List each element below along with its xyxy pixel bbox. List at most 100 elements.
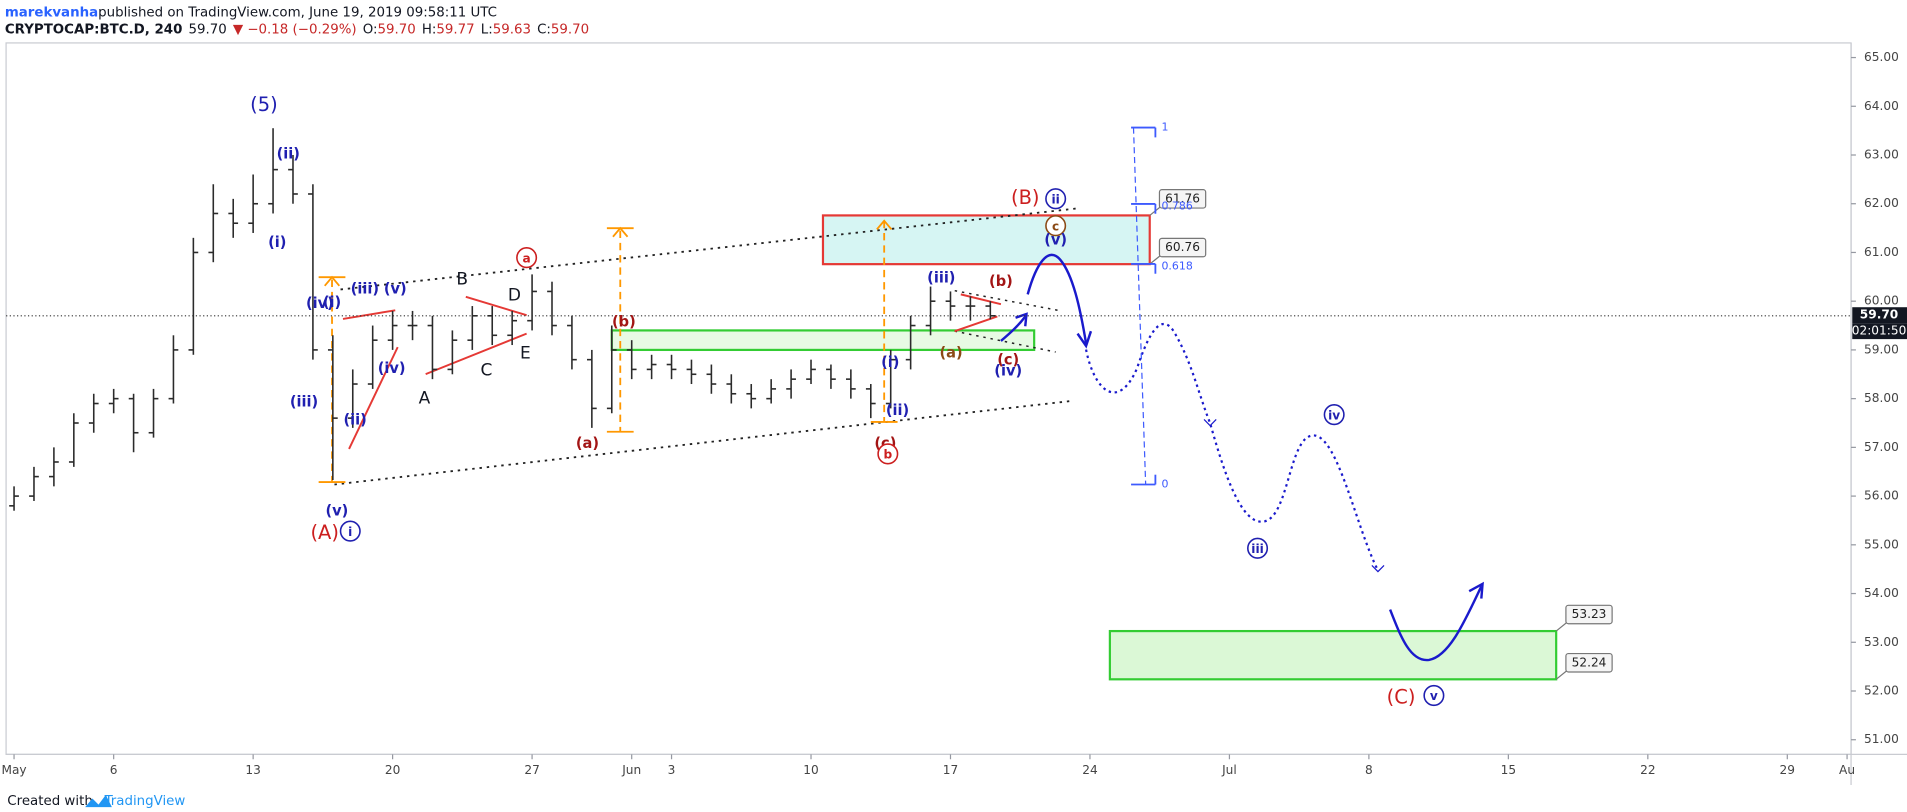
wave-circle [516, 246, 538, 269]
wave-label: (v) [325, 502, 348, 519]
projection [1000, 253, 1484, 662]
x-tick-label: 13 [245, 763, 260, 777]
x-tick-label: 15 [1501, 763, 1516, 777]
wave-label: (C) [1387, 685, 1416, 708]
y-tick-label: 63.00 [1864, 147, 1899, 161]
footer-brand[interactable]: TradingView [104, 794, 186, 809]
bars [9, 128, 996, 511]
y-tick-label: 60.00 [1864, 294, 1899, 308]
y-tick-label: 65.00 [1864, 50, 1899, 64]
legend-part: 59.77 [436, 22, 474, 37]
legend-part: 59.70 [378, 22, 416, 37]
zone [610, 329, 1036, 352]
fib-label: 0 [1161, 477, 1168, 490]
logo [85, 794, 112, 808]
red-lines [342, 293, 1002, 450]
trend-line [954, 289, 1059, 312]
callout-label: 60.76 [1165, 240, 1200, 254]
legend-part: 59.70 [551, 22, 589, 37]
wave-circle [339, 520, 361, 542]
wave-label: a [523, 251, 531, 265]
y-tick-label: 62.00 [1864, 196, 1899, 210]
wave-label: (i) [881, 354, 899, 371]
fib-line [1132, 127, 1147, 485]
wave-label: (v) [1044, 231, 1067, 248]
legend-part: H: [422, 22, 437, 37]
legend-part: L: [481, 22, 493, 37]
y-tick-label: 57.00 [1864, 440, 1899, 454]
x-tick-label: May [1, 763, 26, 777]
wave-label: B [456, 270, 468, 290]
legend-part: 59.70 [188, 22, 226, 37]
x-tick-label: 6 [110, 763, 118, 777]
wave-label: (ii) [343, 412, 366, 429]
x-tick-label: 22 [1640, 763, 1655, 777]
price-tag [1852, 307, 1907, 324]
published: published on TradingView.com, June 19, 2… [98, 5, 497, 20]
callout-box [1565, 604, 1613, 625]
wave-label: (5) [250, 93, 278, 116]
countdown-label: 02:01:50 [1852, 324, 1907, 338]
footer-text: Created with [7, 794, 92, 809]
y-tick-label: 54.00 [1864, 586, 1899, 600]
y-tick-label: 51.00 [1864, 732, 1899, 746]
wave-label: (b) [612, 314, 636, 331]
wave-circle [1045, 188, 1067, 210]
wave-label: (iii) [290, 393, 318, 410]
wave-label: C [481, 360, 493, 380]
zones [610, 214, 1558, 681]
wave-circle [1323, 403, 1345, 426]
wave-label: (ii) [277, 146, 300, 163]
measure-lines [318, 219, 898, 483]
arrow-head [1371, 565, 1385, 573]
wave-label: (i) [268, 234, 286, 251]
wave-label: iii [1251, 542, 1264, 556]
y-tick-label: 58.00 [1864, 391, 1899, 405]
wave-label: ii [1051, 192, 1059, 206]
countdown-tag [1852, 323, 1907, 340]
zone [1108, 629, 1558, 681]
wave-label: (i) [323, 294, 341, 311]
x-tick-label: Au [1839, 763, 1855, 777]
zone [821, 214, 1151, 266]
x-tick-label: 3 [668, 763, 676, 777]
wave-circle [1423, 684, 1445, 707]
trend-line [954, 330, 1056, 353]
x-tick-label: 24 [1082, 763, 1098, 777]
callout-box [1158, 237, 1207, 258]
footer: Created with TradingView [7, 794, 185, 809]
wave-label: (a) [939, 344, 962, 361]
x-tick-label: Jul [1221, 763, 1237, 777]
x-tick-label: Jun [621, 763, 641, 777]
wave-circle [1045, 215, 1067, 237]
wave-circle [877, 443, 899, 465]
wave-label: (a) [576, 435, 599, 452]
callout-label: 61.76 [1165, 191, 1200, 205]
wave-label: D [508, 286, 521, 306]
legend-part: ▼ −0.18 (−0.29%) [233, 22, 357, 37]
callout-label: 53.23 [1572, 607, 1607, 621]
author[interactable]: marekvanha [5, 5, 98, 20]
fib-label: 0.786 [1161, 199, 1192, 212]
wave-label: i [348, 525, 352, 539]
callout-label: 52.24 [1572, 655, 1607, 669]
y-tick-label: 59.00 [1864, 342, 1899, 356]
wave-label: (iii) [351, 280, 379, 297]
wave-label: (iv) [306, 295, 334, 312]
wave-label: (B) [1011, 186, 1040, 209]
x-tick-label: 10 [803, 763, 818, 777]
y-tick-label: 61.00 [1864, 245, 1899, 259]
wave-label: (c) [997, 352, 1019, 369]
x-tick-label: 8 [1365, 763, 1373, 777]
x-tick-label: 17 [943, 763, 958, 777]
legend-part: C: [537, 22, 551, 37]
wave-label: (ii) [886, 402, 909, 419]
x-tick-label: 20 [385, 763, 400, 777]
y-tick-label: 52.00 [1864, 683, 1899, 697]
y-tick-label: 55.00 [1864, 537, 1899, 551]
arrow-head [1203, 419, 1217, 427]
wave-label: A [419, 389, 431, 409]
wave-label: (iv) [994, 363, 1022, 380]
y-tick-label: 64.00 [1864, 99, 1899, 113]
